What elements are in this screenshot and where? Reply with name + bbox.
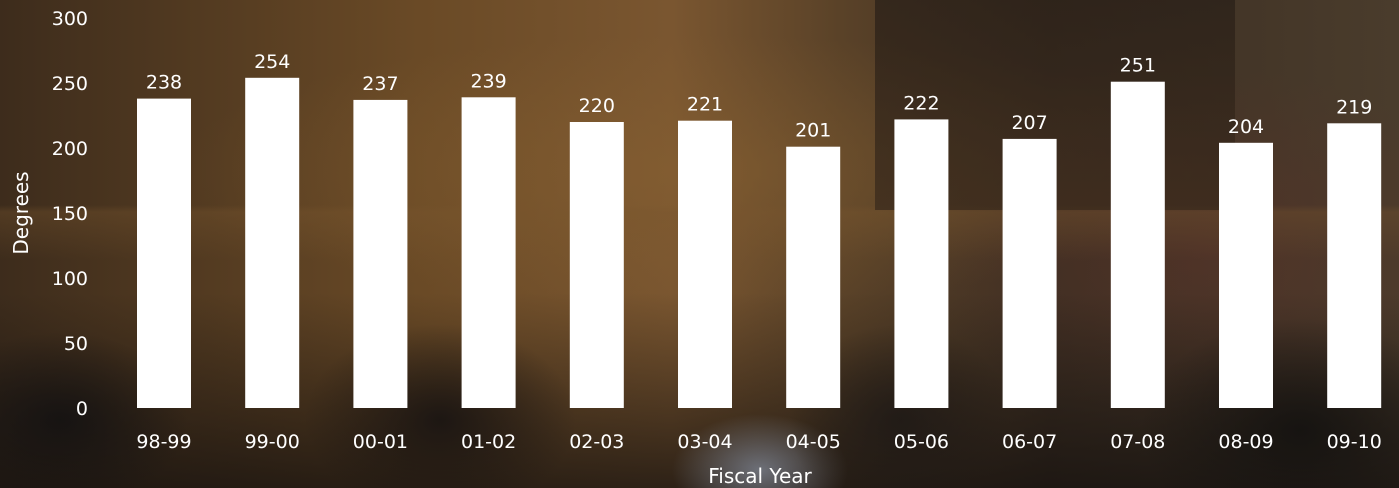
y-tick-label: 150 <box>52 203 88 225</box>
data-label-08-09: 204 <box>1228 116 1264 138</box>
bars-group <box>137 77 1382 409</box>
y-tick-label: 300 <box>52 8 88 30</box>
bar-99-00 <box>245 77 300 409</box>
y-axis-title: Degrees <box>9 171 33 254</box>
x-axis-title: Fiscal Year <box>708 464 812 488</box>
y-tick-label: 0 <box>76 398 88 420</box>
bar-05-06 <box>894 119 949 409</box>
y-axis: 0 50 100 150 200 250 300 <box>52 8 88 420</box>
bar-06-07 <box>1002 138 1057 408</box>
x-tick-label-09-10: 09-10 <box>1327 431 1382 453</box>
bar-98-99 <box>137 98 191 408</box>
data-label-03-04: 221 <box>687 94 723 116</box>
data-label-99-00: 254 <box>254 51 290 73</box>
x-tick-label-08-09: 08-09 <box>1218 431 1273 453</box>
data-label-09-10: 219 <box>1336 96 1372 118</box>
x-tick-label-02-03: 02-03 <box>569 431 624 453</box>
data-label-01-02: 239 <box>470 70 506 92</box>
bar-03-04 <box>678 120 732 408</box>
data-label-02-03: 220 <box>579 95 615 117</box>
bar-07-08 <box>1110 81 1165 408</box>
data-label-04-05: 201 <box>795 120 831 142</box>
bar-08-09 <box>1219 142 1273 409</box>
data-labels-group: 238 254 237 239 220 221 201 222 207 251 204 219 <box>146 51 1372 142</box>
bar-09-10 <box>1327 123 1382 409</box>
x-tick-label-98-99: 98-99 <box>136 431 191 453</box>
x-tick-label-06-07: 06-07 <box>1002 431 1057 453</box>
bar-04-05 <box>786 146 841 408</box>
y-tick-label: 200 <box>52 138 88 160</box>
bar-02-03 <box>569 122 624 408</box>
y-tick-label: 50 <box>64 333 88 355</box>
x-tick-label-00-01: 00-01 <box>353 431 408 453</box>
y-tick-label: 100 <box>52 268 88 290</box>
y-tick-label: 250 <box>52 73 88 95</box>
x-tick-label-04-05: 04-05 <box>786 431 841 453</box>
x-tick-label-07-08: 07-08 <box>1110 431 1165 453</box>
x-tick-label-01-02: 01-02 <box>461 431 516 453</box>
x-axis: 98-99 99-00 00-01 01-02 02-03 03-04 04-05 05-06… <box>136 431 1381 453</box>
bar-01-02 <box>461 97 516 409</box>
data-label-06-07: 207 <box>1011 112 1047 134</box>
data-label-98-99: 238 <box>146 72 182 94</box>
data-label-00-01: 237 <box>362 73 398 95</box>
data-label-05-06: 222 <box>903 92 939 114</box>
data-label-07-08: 251 <box>1120 55 1156 77</box>
x-tick-label-99-00: 99-00 <box>245 431 300 453</box>
bar-00-01 <box>353 99 408 409</box>
x-tick-label-05-06: 05-06 <box>894 431 949 453</box>
x-tick-label-03-04: 03-04 <box>677 431 732 453</box>
